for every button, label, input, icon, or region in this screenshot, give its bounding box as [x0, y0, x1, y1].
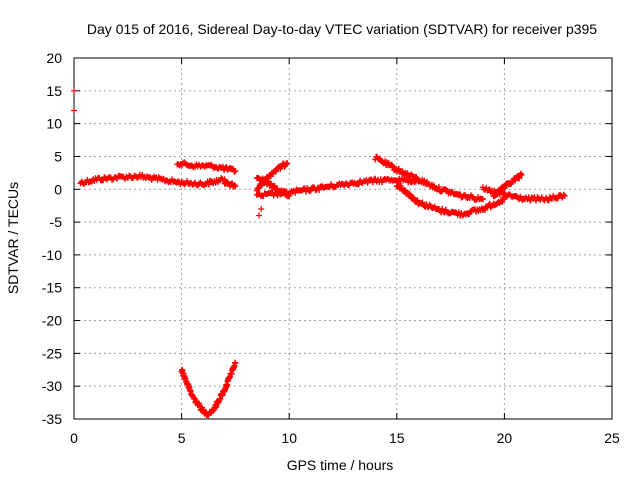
data-point — [479, 196, 486, 203]
series-evening-band — [479, 184, 568, 204]
y-tick-label: -5 — [50, 214, 63, 230]
x-tick-label: 25 — [604, 430, 620, 446]
data-point — [316, 186, 323, 193]
data-point — [231, 168, 238, 175]
series-morning-small-segment — [221, 179, 239, 190]
axis-ticks — [73, 57, 613, 420]
x-tick-label: 20 — [497, 430, 513, 446]
y-tick-label: 0 — [54, 181, 62, 197]
y-tick-label: 15 — [46, 83, 62, 99]
data-points — [71, 87, 568, 419]
x-tick-label: 15 — [389, 430, 405, 446]
x-tick-label: 0 — [70, 430, 78, 446]
data-point — [439, 205, 446, 212]
y-tick-label: -30 — [42, 378, 62, 394]
data-point — [560, 191, 567, 198]
data-point — [71, 107, 77, 114]
data-point — [232, 182, 239, 189]
y-tick-labels: 20 15 10 5 0 -5 -10 -15 -20 -25 -30 -35 — [42, 50, 62, 427]
series-evening-rise — [490, 170, 525, 200]
data-point — [220, 177, 227, 184]
data-point — [71, 87, 77, 94]
chart-title: Day 015 of 2016, Sidereal Day-to-day VTE… — [87, 21, 597, 37]
data-point — [389, 162, 396, 169]
x-tick-label: 10 — [281, 430, 297, 446]
data-point — [273, 185, 280, 192]
x-axis-label: GPS time / hours — [287, 457, 394, 473]
data-point — [256, 212, 263, 219]
y-axis-label: SDTVAR / TECUs — [5, 182, 21, 294]
data-point — [397, 182, 404, 189]
data-point — [232, 360, 239, 367]
data-point — [406, 190, 413, 197]
y-tick-label: 20 — [46, 50, 62, 66]
data-point — [409, 194, 416, 201]
series-low-arc — [393, 181, 508, 219]
y-tick-label: -20 — [42, 313, 62, 329]
y-tick-label: -10 — [42, 247, 62, 263]
data-point — [517, 170, 524, 177]
data-point — [232, 167, 239, 174]
data-point — [205, 181, 212, 188]
y-tick-label: -15 — [42, 280, 62, 296]
data-point — [501, 196, 508, 203]
series-isolated-points — [71, 87, 265, 219]
data-point — [518, 171, 525, 178]
series-main-band — [77, 171, 228, 189]
data-point — [258, 205, 265, 212]
y-tick-label: -35 — [42, 411, 62, 427]
data-point — [306, 188, 313, 195]
data-point — [284, 160, 291, 167]
y-tick-label: 5 — [54, 148, 62, 164]
data-point — [516, 175, 523, 182]
series-high-arc — [372, 153, 486, 203]
grid-lines — [74, 58, 612, 419]
data-point — [435, 183, 442, 190]
data-point — [443, 187, 450, 194]
y-tick-label: -25 — [42, 345, 62, 361]
plot-frame — [73, 57, 613, 420]
series-morning-upper-arc — [174, 159, 239, 175]
series-deep-dip-arc — [178, 359, 239, 419]
data-point — [501, 185, 508, 192]
data-point — [469, 193, 476, 200]
y-tick-label: 10 — [46, 116, 62, 132]
data-point — [283, 160, 290, 167]
data-point — [231, 182, 238, 189]
x-tick-label: 5 — [178, 430, 186, 446]
x-tick-labels: 0 5 10 15 20 25 — [70, 430, 620, 446]
series-afternoon-band — [253, 175, 422, 199]
data-point — [561, 192, 568, 199]
